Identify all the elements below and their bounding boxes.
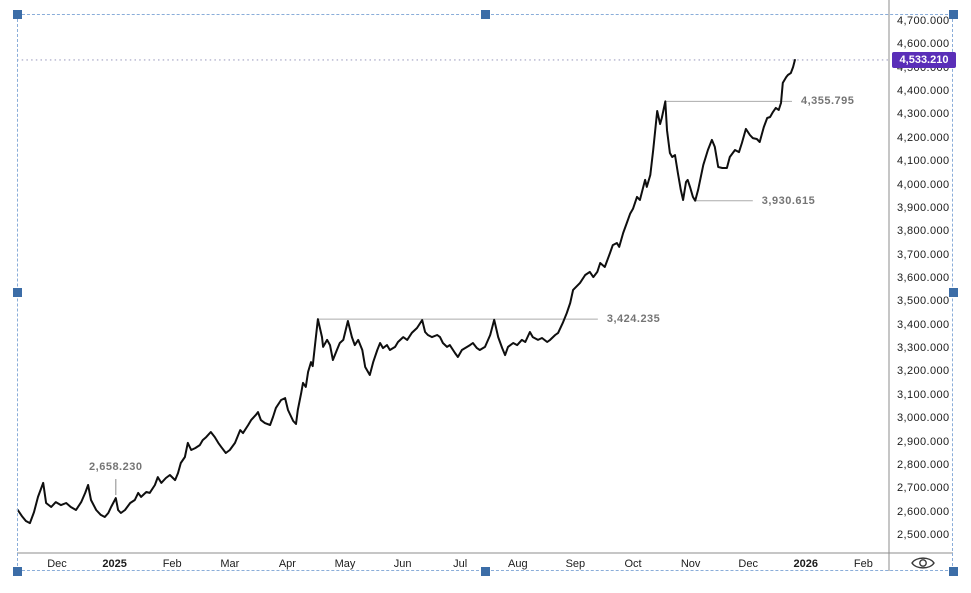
- price-tick-label: 3,600.000: [897, 272, 950, 284]
- selection-handle-se[interactable]: [948, 566, 958, 576]
- time-tick-label: Dec: [738, 558, 758, 570]
- price-tick-label: 3,700.000: [897, 248, 950, 261]
- price-tick-label: 4,600.000: [897, 38, 950, 51]
- price-tick-label: 4,300.000: [897, 108, 950, 121]
- annotation-label: 3,424.235: [606, 313, 661, 326]
- price-tick-label: 4,200.000: [897, 131, 950, 144]
- annotation-label: 4,355.795: [800, 95, 855, 108]
- eye-icon[interactable]: [911, 557, 935, 569]
- price-tick-label: 2,700.000: [897, 482, 950, 495]
- price-tick-label: 3,200.000: [897, 365, 950, 378]
- time-tick-label: Aug: [508, 558, 528, 570]
- annotation-label: 2,658.230: [89, 461, 143, 474]
- time-tick-label: Oct: [624, 558, 642, 570]
- time-tick-label: Jun: [393, 558, 412, 570]
- price-tick-label: 3,900.000: [897, 201, 950, 214]
- time-tick-label: Nov: [680, 558, 701, 570]
- time-tick-label: Mar: [220, 558, 240, 570]
- time-tick-label: Feb: [853, 558, 873, 570]
- selection-handle-nw[interactable]: [12, 9, 22, 19]
- price-tick-label: 4,400.000: [897, 85, 950, 98]
- annotation-label: 3,930.615: [761, 194, 816, 207]
- price-tick-label: 3,400.000: [897, 318, 950, 331]
- time-tick-label: Sep: [565, 558, 586, 570]
- selection-handle-ne[interactable]: [948, 9, 958, 19]
- time-tick-label: 2025: [102, 558, 127, 570]
- price-tick-label: 4,000.000: [897, 178, 950, 191]
- price-tick-label: 3,100.000: [897, 388, 950, 401]
- time-tick-label: 2026: [793, 558, 819, 570]
- price-tick-label: 2,800.000: [897, 458, 950, 471]
- price-tick-label: 4,100.000: [897, 155, 950, 168]
- price-tick-label: 3,800.000: [897, 225, 950, 238]
- price-tick-label: 3,500.000: [897, 295, 950, 308]
- time-tick-label: Feb: [162, 558, 182, 570]
- time-tick-label: Jul: [453, 558, 468, 570]
- price-tick-label: 3,000.000: [897, 412, 950, 425]
- price-tick-label: 2,500.000: [897, 529, 950, 541]
- price-tick-label: 2,900.000: [897, 435, 950, 448]
- time-tick-label: May: [334, 558, 356, 570]
- price-line[interactable]: [16, 59, 796, 525]
- last-price-label: 4,533.210: [892, 51, 956, 68]
- selection-handle-e[interactable]: [948, 288, 958, 297]
- axis-lines: [17, 0, 953, 571]
- selection-handle-sw[interactable]: [12, 566, 22, 576]
- selection-handle-w[interactable]: [12, 288, 22, 297]
- price-tick-label: 4,700.000: [897, 15, 950, 27]
- price-tick-label: 2,600.000: [897, 505, 950, 518]
- time-tick-label: Apr: [278, 558, 296, 570]
- selection-handle-n[interactable]: [480, 9, 490, 19]
- annotation-lines: [115, 100, 792, 496]
- selection-handle-s[interactable]: [480, 566, 490, 576]
- time-tick-label: Dec: [47, 558, 67, 570]
- price-tick-label: 3,300.000: [897, 342, 950, 355]
